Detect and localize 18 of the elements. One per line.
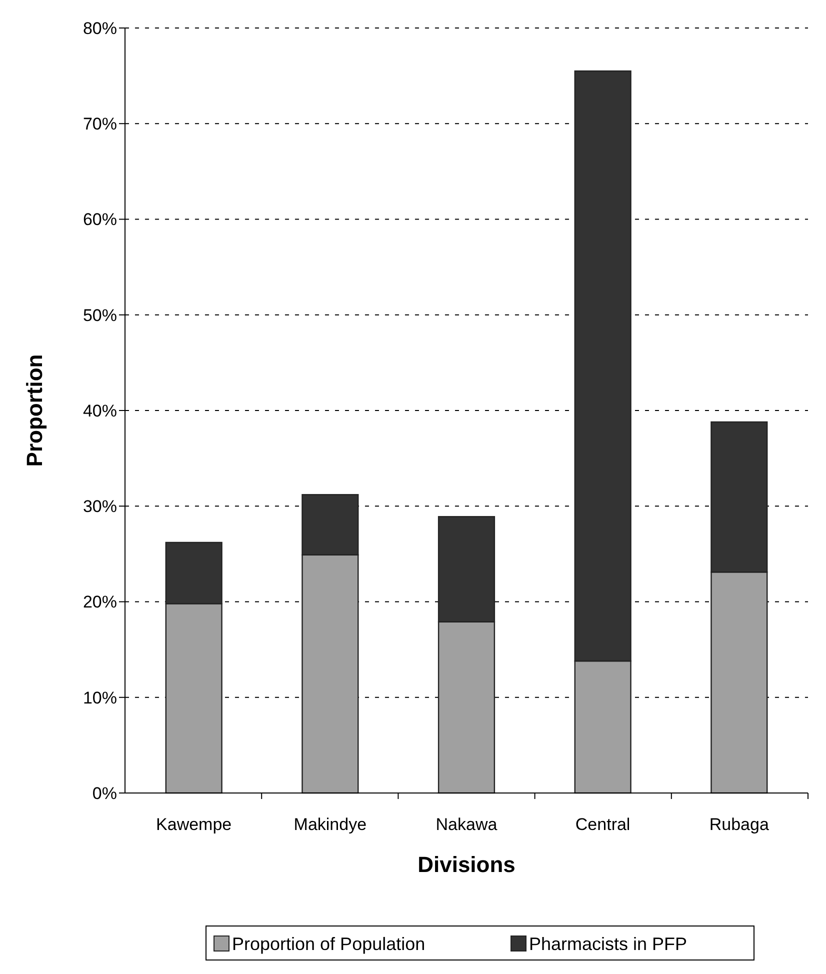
y-axis-title: Proportion	[22, 354, 47, 467]
x-tick-label: Rubaga	[709, 815, 770, 834]
y-tick-label: 80%	[82, 18, 117, 38]
y-tick-label: 50%	[82, 306, 117, 325]
y-tick-label: 40%	[82, 401, 117, 420]
legend-label: Pharmacists in PFP	[529, 934, 688, 954]
y-tick-label: 30%	[82, 497, 117, 516]
y-tick-label: 20%	[82, 592, 117, 612]
x-tick-label: Makindye	[294, 815, 367, 834]
y-tick-label: 10%	[82, 688, 117, 708]
y-tick-label: 0%	[92, 784, 117, 803]
x-tick-label: Central	[575, 815, 630, 834]
y-tick-label: 70%	[82, 114, 117, 134]
x-tick-label: Kawempe	[156, 815, 232, 834]
y-tick-label: 60%	[82, 210, 117, 230]
x-tick-label: Nakawa	[436, 815, 498, 834]
x-axis-title: Divisions	[418, 852, 516, 877]
legend-label: Proportion of Population	[232, 934, 426, 954]
